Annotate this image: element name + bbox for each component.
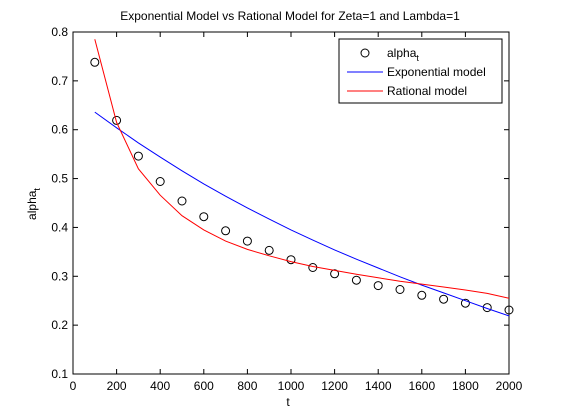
- x-tick-label: 2000: [496, 379, 523, 393]
- data-point: [417, 290, 427, 300]
- y-tick-label: 0.3: [51, 269, 68, 283]
- ticks-layer: 0 200 400 600 800 1000 1200 1400 1600 1800 2000 0.1…: [51, 25, 522, 393]
- x-axis-label: t: [286, 395, 290, 409]
- data-point: [286, 255, 296, 265]
- data-point: [221, 226, 231, 236]
- x-tick-label: 600: [194, 379, 214, 393]
- legend-label-main: alpha: [387, 46, 417, 60]
- x-tick-label: 1000: [278, 379, 305, 393]
- legend-label-main: Exponential model: [387, 65, 486, 79]
- x-tick-label: 200: [107, 379, 127, 393]
- series-line: [94, 39, 510, 299]
- y-axis-label-main: alpha: [25, 190, 39, 220]
- chart-title: Exponential Model vs Rational Model for …: [120, 9, 460, 23]
- series-0: [90, 57, 514, 315]
- series-line: [94, 111, 510, 317]
- data-point: [155, 177, 165, 186]
- data-point: [177, 196, 187, 206]
- data-point: [90, 57, 100, 67]
- legend-label-subscript: t: [416, 53, 419, 63]
- legend-box: [338, 38, 503, 104]
- data-point: [199, 212, 209, 222]
- x-tick-label: 400: [150, 379, 170, 393]
- legend-label: Exponential model: [387, 65, 486, 79]
- data-point: [504, 305, 514, 315]
- data-point: [460, 298, 470, 308]
- legend-label: Rational model: [387, 84, 467, 98]
- data-point: [264, 245, 274, 255]
- x-tick-label: 1400: [365, 379, 392, 393]
- y-tick-label: 0.6: [51, 123, 68, 137]
- data-point: [482, 303, 492, 313]
- y-tick-label: 0.7: [51, 74, 68, 88]
- x-tick-label: 0: [70, 379, 77, 393]
- legend-label-main: Rational model: [387, 84, 467, 98]
- legend-label: alphat: [387, 46, 419, 63]
- series-2: [94, 39, 510, 299]
- y-tick-label: 0.1: [51, 367, 68, 381]
- legend-swatch: [360, 48, 370, 58]
- y-tick-label: 0.4: [51, 220, 68, 234]
- data-point: [439, 294, 449, 304]
- data-point: [373, 281, 383, 291]
- data-point: [395, 285, 405, 294]
- y-tick-label: 0.5: [51, 172, 68, 186]
- y-axis-label-subscript: t: [32, 188, 42, 191]
- y-tick-label: 0.8: [51, 25, 68, 39]
- series-layer: [90, 39, 514, 317]
- series-1: [94, 111, 510, 317]
- data-point: [351, 275, 361, 285]
- x-tick-label: 1200: [321, 379, 348, 393]
- legend: alphat Exponential model Rational model: [338, 38, 503, 104]
- x-tick-label: 1600: [408, 379, 435, 393]
- data-point: [112, 115, 122, 125]
- data-point: [242, 236, 252, 246]
- data-point: [133, 151, 143, 161]
- x-tick-label: 1800: [452, 379, 479, 393]
- x-tick-label: 800: [237, 379, 257, 393]
- y-tick-label: 0.2: [51, 318, 68, 332]
- data-point: [330, 269, 340, 279]
- y-axis-label: alphat: [25, 188, 42, 220]
